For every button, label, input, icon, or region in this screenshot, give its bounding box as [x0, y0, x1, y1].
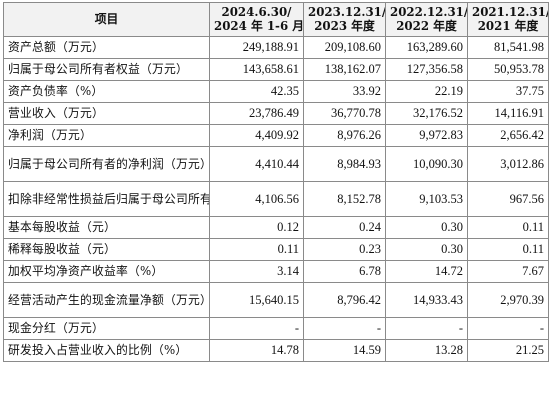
- cell-value: 9,972.83: [385, 124, 468, 147]
- cell-value: 0.11: [467, 238, 549, 261]
- cell-value: 3.14: [209, 260, 304, 283]
- header-date: 2022.12.31/: [390, 4, 468, 19]
- header-period: 2022 年度: [396, 18, 457, 33]
- cell-value: 10,090.30: [385, 146, 468, 182]
- header-period: 2024 年 1-6 月: [214, 18, 304, 33]
- header-2023: 2023.12.31/ 2023 年度: [303, 2, 386, 37]
- row-label: 加权平均净资产收益率（%）: [3, 260, 210, 283]
- table-row-revenue: 营业收入（万元） 23,786.49 36,770.78 32,176.52 1…: [3, 102, 549, 125]
- cell-value: -: [209, 317, 304, 340]
- header-date: 2024.6.30/: [221, 4, 292, 19]
- cell-value: 249,188.91: [209, 36, 304, 59]
- cell-value: 33.92: [303, 80, 386, 103]
- row-label: 归属于母公司所有者的净利润（万元）: [3, 146, 210, 182]
- cell-value: 7.67: [467, 260, 549, 283]
- cell-value: 8,976.26: [303, 124, 386, 147]
- table-row-parent-net-profit: 归属于母公司所有者的净利润（万元） 4,410.44 8,984.93 10,0…: [3, 146, 549, 182]
- header-period: 2021 年度: [477, 18, 539, 33]
- cell-value: 37.75: [467, 80, 549, 103]
- cell-value: 14.78: [209, 339, 304, 362]
- cell-value: 4,410.44: [209, 146, 304, 182]
- cell-value: 32,176.52: [385, 102, 468, 125]
- table-row-roe: 加权平均净资产收益率（%） 3.14 6.78 14.72 7.67: [3, 260, 549, 283]
- cell-value: 0.11: [467, 216, 549, 239]
- cell-value: 2,970.39: [467, 282, 549, 318]
- header-2024-h1: 2024.6.30/ 2024 年 1-6 月: [209, 2, 304, 37]
- cell-value: 14,933.43: [385, 282, 468, 318]
- cell-value: 4,106.56: [209, 181, 304, 217]
- table-row-total-assets: 资产总额（万元） 249,188.91 209,108.60 163,289.6…: [3, 36, 549, 59]
- financial-data-table: 项目 2024.6.30/ 2024 年 1-6 月 2023.12.31/ 2…: [3, 2, 549, 362]
- table-row-parent-equity: 归属于母公司所有者权益（万元） 143,658.61 138,162.07 12…: [3, 58, 549, 81]
- header-item: 项目: [3, 2, 210, 37]
- cell-value: -: [303, 317, 386, 340]
- header-item-label: 项目: [94, 11, 119, 26]
- cell-value: -: [385, 317, 468, 340]
- header-2022: 2022.12.31/ 2022 年度: [385, 2, 468, 37]
- cell-value: 15,640.15: [209, 282, 304, 318]
- table-row-net-profit: 净利润（万元） 4,409.92 8,976.26 9,972.83 2,656…: [3, 124, 549, 147]
- header-date: 2021.12.31/: [472, 4, 549, 19]
- cell-value: 6.78: [303, 260, 386, 283]
- cell-value: 0.23: [303, 238, 386, 261]
- cell-value: 42.35: [209, 80, 304, 103]
- cell-value: 0.11: [209, 238, 304, 261]
- header-period: 2023 年度: [314, 18, 375, 33]
- cell-value: 8,796.42: [303, 282, 386, 318]
- cell-value: 0.24: [303, 216, 386, 239]
- row-label: 经营活动产生的现金流量净额（万元）: [3, 282, 210, 318]
- cell-value: 36,770.78: [303, 102, 386, 125]
- cell-value: 21.25: [467, 339, 549, 362]
- cell-value: 81,541.98: [467, 36, 549, 59]
- cell-value: 209,108.60: [303, 36, 386, 59]
- row-label: 资产负债率（%）: [3, 80, 210, 103]
- row-label: 研发投入占营业收入的比例（%）: [3, 339, 210, 362]
- cell-value: 23,786.49: [209, 102, 304, 125]
- row-label: 扣除非经常性损益后归属于母公司所有者的净利润（万元）: [3, 181, 210, 217]
- cell-value: 8,152.78: [303, 181, 386, 217]
- cell-value: 8,984.93: [303, 146, 386, 182]
- cell-value: 2,656.42: [467, 124, 549, 147]
- row-label: 基本每股收益（元）: [3, 216, 210, 239]
- table-header-row: 项目 2024.6.30/ 2024 年 1-6 月 2023.12.31/ 2…: [3, 2, 549, 37]
- cell-value: 967.56: [467, 181, 549, 217]
- table-row-cash-dividend: 现金分红（万元） - - - -: [3, 317, 549, 340]
- cell-value: 0.12: [209, 216, 304, 239]
- table-row-rd-ratio: 研发投入占营业收入的比例（%） 14.78 14.59 13.28 21.25: [3, 339, 549, 362]
- cell-value: 9,103.53: [385, 181, 468, 217]
- cell-value: 163,289.60: [385, 36, 468, 59]
- table-row-operating-cash-flow: 经营活动产生的现金流量净额（万元） 15,640.15 8,796.42 14,…: [3, 282, 549, 318]
- cell-value: -: [467, 317, 549, 340]
- row-label: 资产总额（万元）: [3, 36, 210, 59]
- cell-value: 13.28: [385, 339, 468, 362]
- table-row-adjusted-net-profit: 扣除非经常性损益后归属于母公司所有者的净利润（万元） 4,106.56 8,15…: [3, 181, 549, 217]
- cell-value: 3,012.86: [467, 146, 549, 182]
- row-label: 营业收入（万元）: [3, 102, 210, 125]
- cell-value: 22.19: [385, 80, 468, 103]
- header-2021: 2021.12.31/ 2021 年度: [467, 2, 549, 37]
- cell-value: 0.30: [385, 216, 468, 239]
- row-label: 净利润（万元）: [3, 124, 210, 147]
- cell-value: 143,658.61: [209, 58, 304, 81]
- table-row-basic-eps: 基本每股收益（元） 0.12 0.24 0.30 0.11: [3, 216, 549, 239]
- header-date: 2023.12.31/: [308, 4, 386, 19]
- row-label: 现金分红（万元）: [3, 317, 210, 340]
- cell-value: 0.30: [385, 238, 468, 261]
- cell-value: 138,162.07: [303, 58, 386, 81]
- row-label: 归属于母公司所有者权益（万元）: [3, 58, 210, 81]
- cell-value: 127,356.58: [385, 58, 468, 81]
- row-label: 稀释每股收益（元）: [3, 238, 210, 261]
- table-row-diluted-eps: 稀释每股收益（元） 0.11 0.23 0.30 0.11: [3, 238, 549, 261]
- cell-value: 14,116.91: [467, 102, 549, 125]
- cell-value: 14.59: [303, 339, 386, 362]
- cell-value: 14.72: [385, 260, 468, 283]
- cell-value: 4,409.92: [209, 124, 304, 147]
- table-row-debt-ratio: 资产负债率（%） 42.35 33.92 22.19 37.75: [3, 80, 549, 103]
- cell-value: 50,953.78: [467, 58, 549, 81]
